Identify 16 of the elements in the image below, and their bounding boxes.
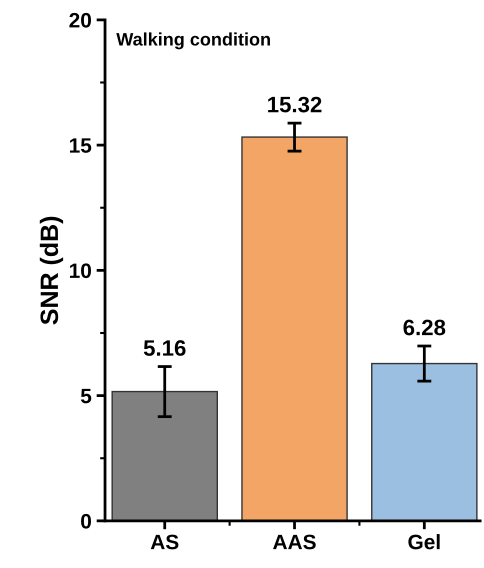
data-label: 5.16	[144, 340, 186, 356]
y-tick-label: 5	[80, 388, 92, 404]
y-tick-label: 20	[69, 12, 91, 28]
bar	[241, 136, 348, 521]
y-tick-label: 0	[81, 514, 91, 529]
bar	[111, 390, 218, 521]
data-label: 6.28	[404, 320, 446, 336]
x-tick-label: AAS	[273, 534, 316, 550]
x-tick-label: Gel	[408, 534, 440, 550]
y-tick-label: 10	[70, 263, 91, 278]
x-tick-label: AS	[150, 534, 178, 550]
data-label: 15.32	[268, 96, 322, 112]
bar	[371, 362, 478, 521]
y-axis-title: SNR (dB)	[40, 216, 64, 324]
text: Walking condition	[116, 32, 270, 50]
y-tick-label: 15	[70, 138, 92, 153]
